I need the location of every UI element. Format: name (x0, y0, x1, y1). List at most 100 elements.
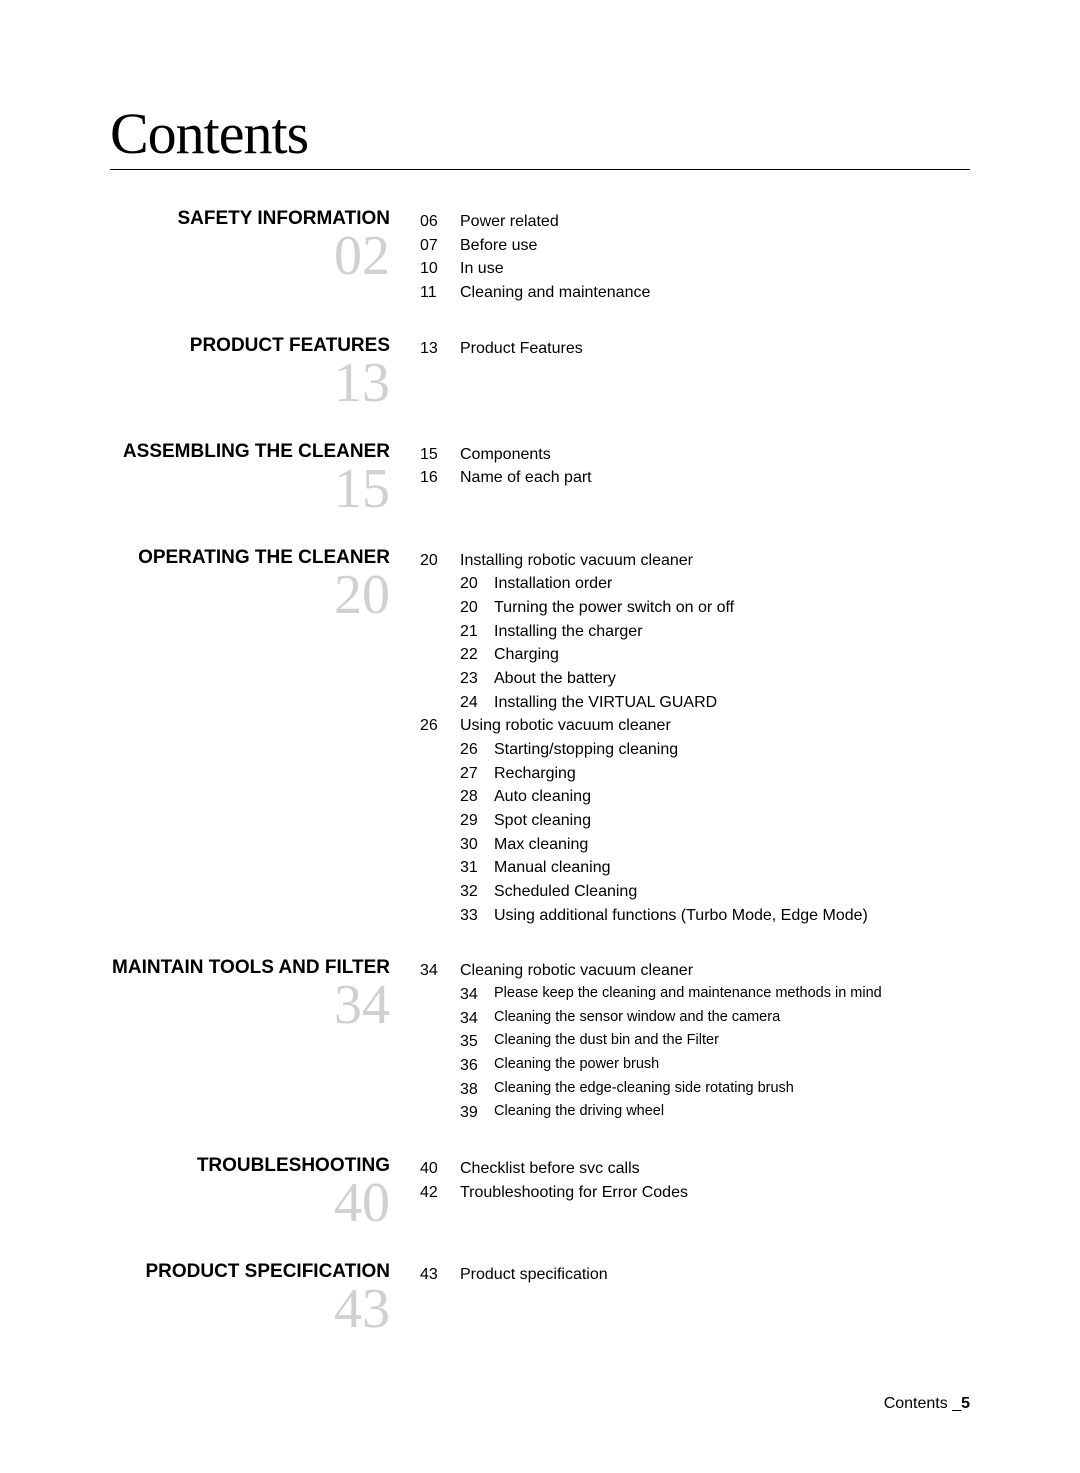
toc-sub-entry: 26Starting/stopping cleaning (460, 738, 970, 762)
sub-entry-page: 33 (460, 904, 494, 928)
entry-label: Name of each part (460, 466, 970, 490)
entry-page: 43 (420, 1263, 460, 1287)
section-number: 43 (110, 1281, 390, 1337)
toc-sub-entry: 39Cleaning the driving wheel (460, 1101, 970, 1125)
section-left: TROUBLESHOOTING40 (110, 1155, 420, 1231)
toc-sub-entry: 20Installation order (460, 572, 970, 596)
sub-entry-label: Cleaning the driving wheel (494, 1101, 970, 1125)
entry-page: 26 (420, 714, 460, 738)
sub-entry-label: Auto cleaning (494, 785, 970, 809)
sub-entry-label: Installing the VIRTUAL GUARD (494, 691, 970, 715)
sub-entry-page: 30 (460, 833, 494, 857)
toc-section: MAINTAIN TOOLS AND FILTER3434Cleaning ro… (110, 957, 970, 1125)
toc-entry: 26Using robotic vacuum cleaner (420, 714, 970, 738)
sub-entry-label: About the battery (494, 667, 970, 691)
section-right: 15Components16Name of each part (420, 441, 970, 517)
section-left: PRODUCT FEATURES13 (110, 335, 420, 411)
entry-label: Components (460, 443, 970, 467)
sub-entry-label: Recharging (494, 762, 970, 786)
sub-entry-page: 23 (460, 667, 494, 691)
entry-page: 40 (420, 1157, 460, 1181)
sub-entry-page: 27 (460, 762, 494, 786)
section-right: 40Checklist before svc calls42Troublesho… (420, 1155, 970, 1231)
sub-entry-label: Charging (494, 643, 970, 667)
section-right: 20Installing robotic vacuum cleaner20Ins… (420, 547, 970, 928)
page-title: Contents (110, 100, 970, 170)
entry-page: 06 (420, 210, 460, 234)
sub-entry-page: 24 (460, 691, 494, 715)
entry-page: 10 (420, 257, 460, 281)
entry-page: 16 (420, 466, 460, 490)
sub-entry-page: 29 (460, 809, 494, 833)
section-left: PRODUCT SPECIFICATION43 (110, 1261, 420, 1337)
section-left: ASSEMBLING THE CLEANER15 (110, 441, 420, 517)
entry-label: In use (460, 257, 970, 281)
entry-page: 34 (420, 959, 460, 983)
section-right: 34Cleaning robotic vacuum cleaner34Pleas… (420, 957, 970, 1125)
toc-entry: 43Product specification (420, 1263, 970, 1287)
sub-entry-page: 26 (460, 738, 494, 762)
sub-entry-page: 34 (460, 983, 494, 1007)
toc-sub-entry: 21Installing the charger (460, 620, 970, 644)
toc-section: OPERATING THE CLEANER2020Installing robo… (110, 547, 970, 928)
sub-entry-label: Installing the charger (494, 620, 970, 644)
section-number: 40 (110, 1175, 390, 1231)
entry-label: Before use (460, 234, 970, 258)
sub-entry-page: 20 (460, 596, 494, 620)
section-left: MAINTAIN TOOLS AND FILTER34 (110, 957, 420, 1125)
toc-sub-entry: 38Cleaning the edge-cleaning side rotati… (460, 1078, 970, 1102)
section-number: 20 (110, 567, 390, 623)
toc-sub-entry: 29Spot cleaning (460, 809, 970, 833)
sub-entry-page: 36 (460, 1054, 494, 1078)
sub-entry-label: Cleaning the sensor window and the camer… (494, 1007, 970, 1031)
section-right: 43Product specification (420, 1261, 970, 1337)
toc-sub-entry: 35Cleaning the dust bin and the Filter (460, 1030, 970, 1054)
entry-label: Troubleshooting for Error Codes (460, 1181, 970, 1205)
contents-sections: SAFETY INFORMATION0206Power related07Bef… (110, 208, 970, 1337)
sub-entry-label: Cleaning the dust bin and the Filter (494, 1030, 970, 1054)
section-right: 13Product Features (420, 335, 970, 411)
toc-sub-entry: 34Cleaning the sensor window and the cam… (460, 1007, 970, 1031)
toc-entry: 06Power related (420, 210, 970, 234)
sub-entry-label: Cleaning the power brush (494, 1054, 970, 1078)
toc-entry: 11Cleaning and maintenance (420, 281, 970, 305)
entry-label: Using robotic vacuum cleaner (460, 714, 970, 738)
sub-entry-page: 28 (460, 785, 494, 809)
sub-entry-page: 21 (460, 620, 494, 644)
entry-label: Product Features (460, 337, 970, 361)
toc-sub-entry: 27Recharging (460, 762, 970, 786)
sub-entry-page: 22 (460, 643, 494, 667)
entry-page: 15 (420, 443, 460, 467)
section-number: 13 (110, 355, 390, 411)
sub-entry-label: Using additional functions (Turbo Mode, … (494, 904, 970, 928)
toc-section: SAFETY INFORMATION0206Power related07Bef… (110, 208, 970, 305)
toc-section: TROUBLESHOOTING4040Checklist before svc … (110, 1155, 970, 1231)
toc-sub-entry: 30Max cleaning (460, 833, 970, 857)
sub-entry-label: Spot cleaning (494, 809, 970, 833)
sub-entry-page: 32 (460, 880, 494, 904)
entry-page: 20 (420, 549, 460, 573)
toc-entry: 13Product Features (420, 337, 970, 361)
toc-sub-entry: 32Scheduled Cleaning (460, 880, 970, 904)
section-number: 34 (110, 977, 390, 1033)
entry-label: Cleaning robotic vacuum cleaner (460, 959, 970, 983)
page-footer: Contents _5 (884, 1395, 970, 1413)
sub-entry-label: Turning the power switch on or off (494, 596, 970, 620)
footer-page: 5 (961, 1395, 970, 1412)
section-left: SAFETY INFORMATION02 (110, 208, 420, 305)
sub-entry-page: 38 (460, 1078, 494, 1102)
section-left: OPERATING THE CLEANER20 (110, 547, 420, 928)
toc-entry: 15Components (420, 443, 970, 467)
toc-entry: 40Checklist before svc calls (420, 1157, 970, 1181)
sub-entry-label: Manual cleaning (494, 856, 970, 880)
toc-sub-entry: 20Turning the power switch on or off (460, 596, 970, 620)
toc-sub-entry: 28Auto cleaning (460, 785, 970, 809)
entry-page: 42 (420, 1181, 460, 1205)
sub-entry-page: 35 (460, 1030, 494, 1054)
entry-page: 11 (420, 281, 460, 305)
toc-entry: 20Installing robotic vacuum cleaner (420, 549, 970, 573)
toc-sub-entry: 33Using additional functions (Turbo Mode… (460, 904, 970, 928)
section-number: 02 (110, 228, 390, 284)
toc-sub-entry: 24Installing the VIRTUAL GUARD (460, 691, 970, 715)
sub-entry-label: Cleaning the edge-cleaning side rotating… (494, 1078, 970, 1102)
